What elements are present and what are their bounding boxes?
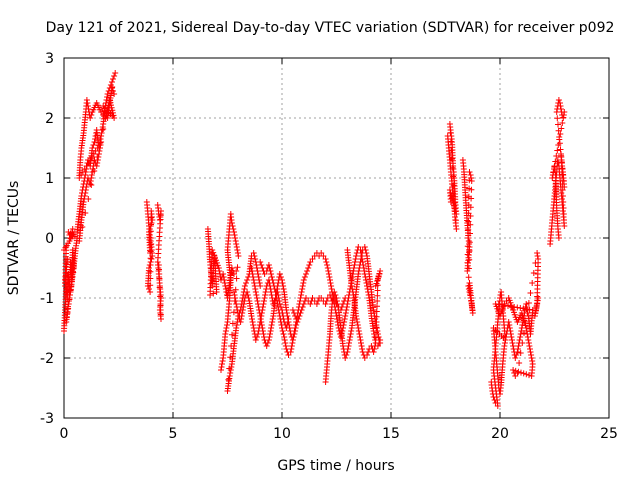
y-tick-label: 2 — [45, 111, 54, 127]
y-tick-label: 3 — [45, 51, 54, 67]
x-tick-label: 20 — [491, 426, 509, 442]
x-axis-label: GPS time / hours — [277, 458, 394, 474]
y-tick-label: -3 — [40, 411, 54, 427]
chart-title: Day 121 of 2021, Sidereal Day-to-day VTE… — [46, 20, 615, 36]
y-tick-label: -2 — [40, 351, 54, 367]
data-points — [61, 70, 568, 409]
y-axis-ticks: -3 -2 -1 0 1 2 3 — [40, 51, 609, 427]
series-markers-p092 — [61, 70, 568, 409]
y-axis-label: SDTVAR / TECUs — [6, 181, 22, 296]
y-tick-label: 0 — [45, 231, 54, 247]
y-tick-label: -1 — [40, 291, 54, 307]
y-tick-label: 1 — [45, 171, 54, 187]
x-axis-ticks: 0 5 10 15 20 25 — [60, 58, 618, 442]
x-tick-label: 0 — [60, 426, 69, 442]
x-tick-label: 25 — [600, 426, 618, 442]
x-tick-label: 10 — [273, 426, 291, 442]
grid-lines — [64, 58, 609, 418]
x-tick-label: 5 — [169, 426, 178, 442]
x-tick-label: 15 — [382, 426, 400, 442]
